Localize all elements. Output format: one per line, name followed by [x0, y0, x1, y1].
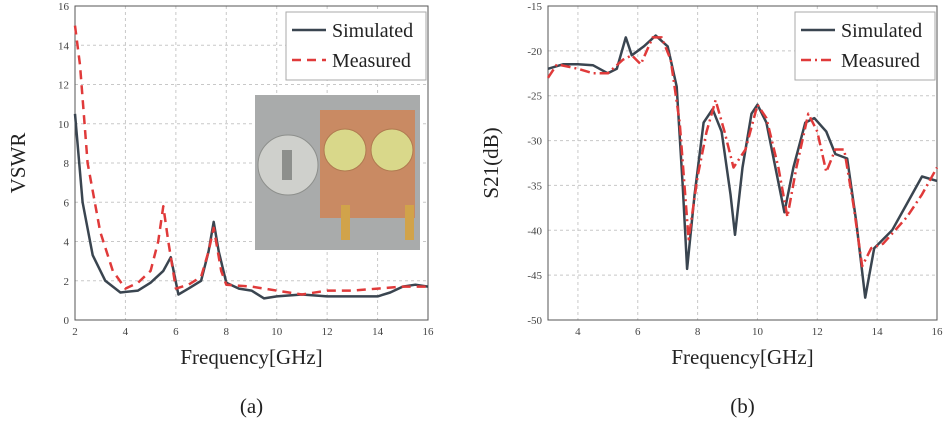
y-tick-label: 0 [64, 315, 70, 327]
plot-frame [547, 5, 938, 321]
y-tick-label: 6 [64, 197, 70, 209]
x-tick-label: 4 [575, 326, 581, 338]
legend-box [794, 11, 936, 81]
y-tick-label: 2 [64, 276, 70, 288]
y-tick-label: -35 [527, 180, 542, 192]
coin-figure [282, 150, 292, 180]
x-tick-label: 8 [695, 326, 701, 338]
y-axis-title: S21(dB) [479, 127, 503, 198]
y-axis-title: VSWR [6, 133, 30, 194]
legend-label: Simulated [332, 20, 413, 42]
x-tick-label: 12 [322, 326, 333, 338]
y-tick-label: -20 [527, 46, 542, 58]
x-tick-label: 14 [872, 326, 884, 338]
y-tick-label: 16 [58, 1, 70, 13]
x-tick-label: 6 [635, 326, 641, 338]
series-line [73, 113, 429, 300]
series-line [73, 25, 428, 296]
inset-photo [255, 95, 420, 250]
x-axis-title: Frequency[GHz] [671, 345, 813, 369]
antenna-patch [323, 128, 367, 172]
x-tick-label: 16 [932, 326, 944, 338]
y-tick-label: 14 [58, 40, 70, 52]
y-tick-label: 4 [64, 237, 70, 249]
x-tick-label: 10 [752, 326, 764, 338]
series-line [546, 36, 939, 268]
x-tick-label: 16 [423, 326, 435, 338]
x-tick-label: 4 [123, 326, 129, 338]
legend-label: Simulated [841, 20, 922, 42]
y-tick-label: -15 [527, 1, 542, 13]
y-tick-label: 12 [58, 80, 69, 92]
y-tick-label: -45 [527, 270, 542, 282]
x-tick-label: 14 [372, 326, 384, 338]
connector [405, 205, 414, 240]
x-tick-label: 2 [72, 326, 78, 338]
caption: (b) [730, 394, 755, 418]
legend-box [285, 11, 427, 81]
y-tick-label: -25 [527, 91, 542, 103]
connector [341, 205, 350, 240]
plot-frame [74, 5, 429, 321]
y-tick-label: 10 [58, 119, 70, 131]
caption: (a) [240, 394, 263, 418]
antenna-patch [370, 128, 414, 172]
x-axis-title: Frequency[GHz] [180, 345, 322, 369]
y-tick-label: -50 [527, 315, 542, 327]
y-tick-label: -30 [527, 136, 542, 148]
x-tick-label: 10 [271, 326, 283, 338]
x-tick-label: 6 [173, 326, 179, 338]
x-tick-label: 8 [224, 326, 230, 338]
y-tick-label: -40 [527, 225, 542, 237]
legend-label: Measured [841, 50, 920, 72]
x-tick-label: 12 [812, 326, 823, 338]
y-tick-label: 8 [64, 158, 70, 170]
legend-label: Measured [332, 50, 411, 72]
